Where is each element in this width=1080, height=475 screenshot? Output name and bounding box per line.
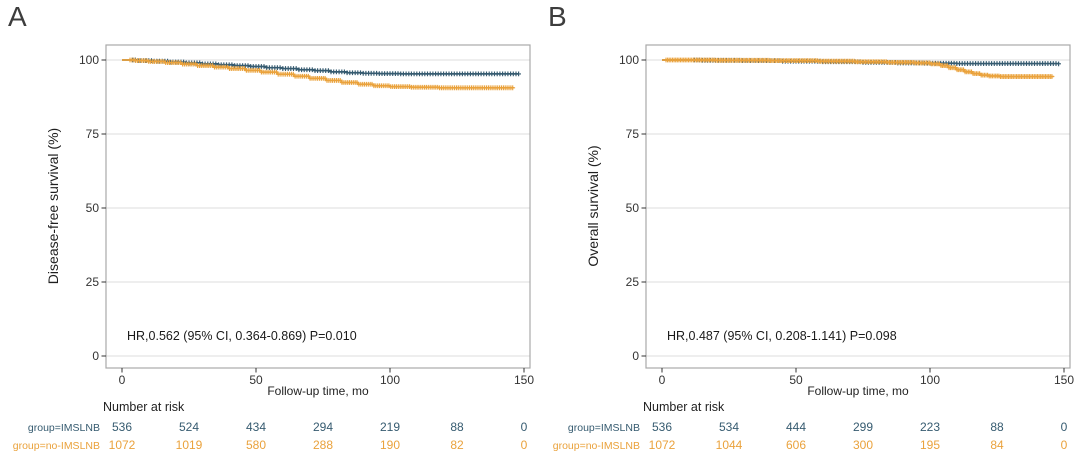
panel-a-risk-row-imslnb: group=IMSLNB 536 524 434 294 219 88 0 bbox=[0, 420, 540, 436]
svg-text:100: 100 bbox=[619, 53, 639, 67]
panel-a-hr-annotation: HR,0.562 (95% CI, 0.364-0.869) P=0.010 bbox=[127, 329, 357, 343]
risk-value: 299 bbox=[852, 420, 874, 434]
panel-a-x-axis-label: Follow-up time, mo bbox=[267, 384, 369, 398]
risk-value: 195 bbox=[919, 438, 941, 452]
risk-value: 534 bbox=[718, 420, 740, 434]
svg-text:50: 50 bbox=[789, 373, 803, 387]
panel-a-risk-table-title: Number at risk bbox=[103, 400, 185, 414]
svg-text:25: 25 bbox=[626, 275, 640, 289]
risk-value: 0 bbox=[520, 420, 528, 434]
risk-value: 82 bbox=[450, 438, 464, 452]
panel-b: B Overall survival (%) 0 25 50 75 100 0 50 100 1… bbox=[540, 0, 1080, 475]
risk-value: 294 bbox=[312, 420, 334, 434]
panel-a-label: A bbox=[8, 1, 27, 32]
risk-value: 536 bbox=[651, 420, 673, 434]
panel-b-km-plot: 0 25 50 75 100 0 50 100 150 bbox=[619, 44, 1074, 387]
panel-b-risk-row-no-imslnb: group=no-IMSLNB 1072 1044 606 300 195 84 0 bbox=[540, 438, 1080, 454]
panel-b-label: B bbox=[548, 1, 567, 32]
svg-text:25: 25 bbox=[86, 275, 100, 289]
panel-a-km-plot: 0 25 50 75 100 0 50 100 150 bbox=[79, 44, 534, 387]
svg-text:0: 0 bbox=[119, 373, 126, 387]
risk-value: 88 bbox=[990, 420, 1004, 434]
panel-b-risk-row-imslnb: group=IMSLNB 536 534 444 299 223 88 0 bbox=[540, 420, 1080, 436]
risk-row-label: group=IMSLNB bbox=[27, 422, 100, 434]
risk-value: 288 bbox=[312, 438, 334, 452]
risk-value: 223 bbox=[919, 420, 941, 434]
risk-value: 1072 bbox=[648, 438, 676, 452]
svg-text:50: 50 bbox=[249, 373, 263, 387]
svg-text:75: 75 bbox=[86, 127, 100, 141]
risk-row-label: group=no-IMSLNB bbox=[12, 440, 100, 452]
panel-b-x-axis-label: Follow-up time, mo bbox=[807, 384, 909, 398]
risk-value: 0 bbox=[1060, 420, 1068, 434]
svg-text:100: 100 bbox=[79, 53, 99, 67]
risk-value: 84 bbox=[990, 438, 1004, 452]
svg-text:100: 100 bbox=[380, 373, 400, 387]
risk-value: 434 bbox=[245, 420, 267, 434]
risk-value: 88 bbox=[450, 420, 464, 434]
censor-marks bbox=[127, 57, 516, 91]
svg-text:150: 150 bbox=[1054, 373, 1074, 387]
svg-text:50: 50 bbox=[86, 201, 100, 215]
svg-text:150: 150 bbox=[514, 373, 534, 387]
panel-a-risk-row-no-imslnb: group=no-IMSLNB 1072 1019 580 288 190 82 0 bbox=[0, 438, 540, 454]
svg-text:0: 0 bbox=[632, 349, 639, 363]
risk-value: 1072 bbox=[108, 438, 136, 452]
risk-value: 580 bbox=[245, 438, 267, 452]
svg-text:0: 0 bbox=[92, 349, 99, 363]
svg-text:50: 50 bbox=[626, 201, 640, 215]
risk-value: 444 bbox=[785, 420, 807, 434]
risk-value: 1019 bbox=[175, 438, 203, 452]
panel-b-hr-annotation: HR,0.487 (95% CI, 0.208-1.141) P=0.098 bbox=[667, 329, 897, 343]
svg-text:100: 100 bbox=[920, 373, 940, 387]
risk-value: 524 bbox=[178, 420, 200, 434]
risk-value: 190 bbox=[379, 438, 401, 452]
risk-value: 219 bbox=[379, 420, 401, 434]
risk-row-label: group=IMSLNB bbox=[567, 422, 640, 434]
panel-b-risk-table-title: Number at risk bbox=[643, 400, 725, 414]
risk-value: 1044 bbox=[715, 438, 743, 452]
svg-text:75: 75 bbox=[626, 127, 640, 141]
censor-marks bbox=[663, 57, 1055, 79]
panel-a: A Disease-free survival (%) 0 25 50 75 100 0 5… bbox=[0, 1, 540, 454]
risk-value: 536 bbox=[111, 420, 133, 434]
risk-row-label: group=no-IMSLNB bbox=[552, 440, 640, 452]
svg-text:0: 0 bbox=[659, 373, 666, 387]
risk-value: 300 bbox=[852, 438, 874, 452]
risk-value: 0 bbox=[1060, 438, 1068, 452]
risk-value: 0 bbox=[520, 438, 528, 452]
risk-value: 606 bbox=[785, 438, 807, 452]
